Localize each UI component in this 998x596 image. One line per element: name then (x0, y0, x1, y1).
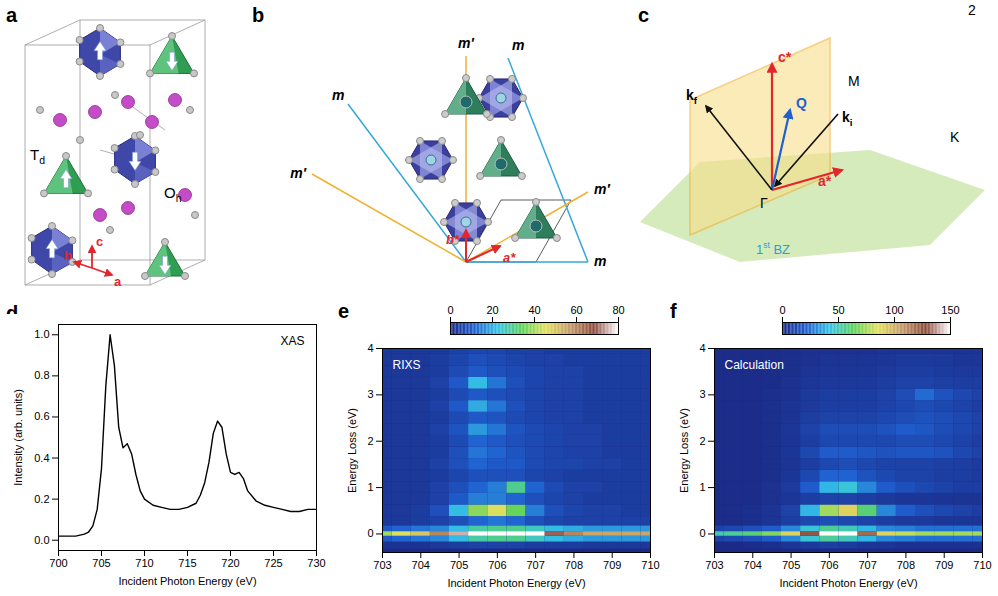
svg-text:710: 710 (135, 557, 153, 569)
svg-text:c: c (96, 234, 103, 249)
svg-text:a: a (114, 274, 122, 289)
svg-text:1: 1 (699, 481, 705, 493)
svg-text:m′: m′ (290, 165, 306, 181)
svg-text:60: 60 (570, 304, 582, 316)
svg-text:705: 705 (92, 557, 110, 569)
svg-text:709: 709 (935, 559, 953, 571)
svg-text:720: 720 (221, 557, 239, 569)
svg-text:b: b (252, 4, 264, 26)
svg-text:704: 704 (412, 559, 430, 571)
svg-text:Q: Q (796, 95, 807, 111)
svg-text:40: 40 (528, 304, 540, 316)
svg-text:Oh: Oh (164, 184, 182, 204)
svg-text:0: 0 (699, 527, 705, 539)
svg-text:b*: b* (446, 232, 460, 247)
svg-text:20: 20 (486, 304, 498, 316)
svg-text:0.6: 0.6 (34, 410, 49, 422)
svg-text:3: 3 (367, 388, 373, 400)
svg-text:kf: kf (686, 87, 698, 106)
html-text:e: e (338, 300, 350, 322)
svg-text:2: 2 (367, 435, 373, 447)
svg-text:80: 80 (612, 304, 624, 316)
svg-text:730: 730 (307, 557, 325, 569)
svg-text:705: 705 (782, 559, 800, 571)
svg-text:708: 708 (565, 559, 583, 571)
svg-text:150: 150 (941, 304, 959, 316)
svg-text:m: m (332, 87, 344, 103)
svg-text:715: 715 (178, 557, 196, 569)
html-text:d: d (6, 302, 19, 324)
svg-text:m′: m′ (458, 35, 474, 51)
svg-text:RIXS: RIXS (393, 358, 421, 372)
svg-text:0.8: 0.8 (34, 369, 49, 381)
svg-text:100: 100 (885, 304, 903, 316)
svg-text:707: 707 (858, 559, 876, 571)
svg-text:3: 3 (699, 388, 705, 400)
svg-text:1: 1 (367, 481, 373, 493)
svg-text:0: 0 (779, 304, 785, 316)
svg-text:b: b (64, 248, 72, 263)
svg-text:700: 700 (49, 557, 67, 569)
svg-text:m: m (512, 37, 524, 53)
svg-text:a*: a* (818, 173, 832, 189)
html-text:f: f (670, 300, 677, 322)
svg-text:703: 703 (373, 559, 391, 571)
svg-text:K: K (950, 129, 960, 145)
svg-text:1.0: 1.0 (34, 328, 49, 340)
svg-text:710: 710 (641, 559, 659, 571)
svg-text:Energy Loss (eV): Energy Loss (eV) (346, 408, 358, 493)
svg-text:Γ: Γ (760, 195, 768, 211)
svg-text:703: 703 (705, 559, 723, 571)
svg-text:m: m (594, 253, 606, 269)
html-text:2: 2 (968, 2, 976, 18)
svg-text:Energy Loss (eV): Energy Loss (eV) (678, 408, 690, 493)
svg-text:0.4: 0.4 (34, 452, 49, 464)
svg-text:725: 725 (264, 557, 282, 569)
svg-text:ki: ki (842, 109, 853, 128)
svg-text:XAS: XAS (280, 334, 304, 348)
svg-text:50: 50 (832, 304, 844, 316)
svg-text:a: a (6, 4, 18, 26)
svg-text:706: 706 (820, 559, 838, 571)
svg-text:Incident Photon Energy (eV): Incident Photon Energy (eV) (447, 577, 585, 589)
svg-text:Incident Photon Energy (eV): Incident Photon Energy (eV) (779, 577, 917, 589)
svg-text:710: 710 (973, 559, 991, 571)
svg-text:c*: c* (778, 49, 792, 65)
svg-text:4: 4 (367, 342, 373, 354)
svg-text:705: 705 (450, 559, 468, 571)
svg-text:0.2: 0.2 (34, 493, 49, 505)
svg-text:704: 704 (744, 559, 762, 571)
svg-text:706: 706 (488, 559, 506, 571)
svg-text:m′: m′ (594, 181, 610, 197)
svg-text:0.0: 0.0 (34, 534, 49, 546)
svg-text:1st BZ: 1st BZ (756, 240, 790, 257)
svg-text:c: c (638, 4, 649, 26)
svg-text:Incident Photon Energy (eV): Incident Photon Energy (eV) (118, 575, 256, 587)
svg-text:Td: Td (30, 146, 45, 166)
svg-text:M: M (848, 73, 860, 89)
svg-text:Calculation: Calculation (725, 358, 784, 372)
svg-text:708: 708 (897, 559, 915, 571)
svg-text:0: 0 (447, 304, 453, 316)
svg-text:2: 2 (699, 435, 705, 447)
svg-text:Intensity (arb. units): Intensity (arb. units) (12, 389, 24, 486)
svg-text:707: 707 (526, 559, 544, 571)
svg-text:4: 4 (699, 342, 705, 354)
svg-text:a*: a* (503, 250, 516, 265)
svg-text:0: 0 (367, 527, 373, 539)
svg-text:709: 709 (603, 559, 621, 571)
